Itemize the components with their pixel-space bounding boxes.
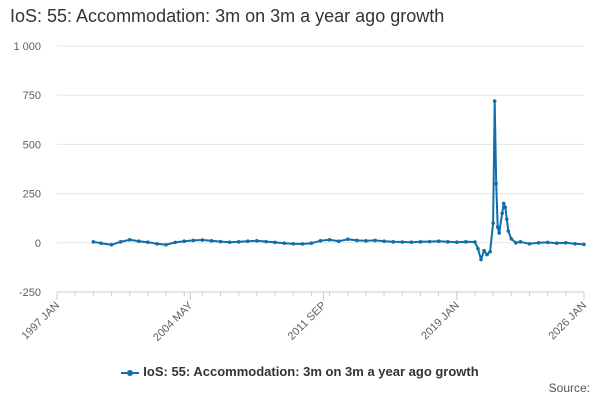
data-point[interactable]: [236, 240, 241, 244]
data-point[interactable]: [246, 239, 250, 244]
data-point[interactable]: [464, 240, 468, 244]
data-point[interactable]: [409, 240, 414, 245]
data-point[interactable]: [564, 241, 568, 245]
legend-swatch: [121, 368, 140, 378]
data-point[interactable]: [491, 221, 495, 225]
source-label: Source:: [548, 381, 590, 395]
data-point[interactable]: [173, 240, 177, 245]
data-point[interactable]: [418, 240, 423, 244]
y-tick-label: 1 000: [13, 41, 41, 53]
data-point[interactable]: [488, 249, 492, 254]
x-tick-label: 2011 SEP: [286, 300, 329, 343]
data-point[interactable]: [427, 239, 432, 244]
y-tick-label: 500: [23, 139, 41, 151]
x-tick-label: 2026 JAN: [546, 300, 589, 343]
data-point[interactable]: [473, 240, 477, 244]
data-point[interactable]: [218, 239, 223, 244]
y-tick-label: 0: [35, 238, 41, 250]
y-tick-label: 250: [23, 189, 41, 201]
data-point[interactable]: [318, 239, 323, 243]
legend[interactable]: IoS: 55: Accommodation: 3m on 3m a year …: [0, 364, 600, 379]
data-point[interactable]: [336, 239, 341, 244]
data-point[interactable]: [545, 240, 550, 245]
data-point[interactable]: [182, 239, 187, 244]
x-axis: 1997 JAN 2004 MAY 2011 SEP 2019 JAN 2026 JAN: [19, 291, 589, 344]
data-point[interactable]: [99, 241, 103, 245]
gridlines: [57, 45, 584, 244]
data-point[interactable]: [300, 242, 305, 246]
data-point[interactable]: [527, 241, 532, 246]
data-point[interactable]: [327, 238, 332, 242]
series-layer: [91, 99, 586, 262]
data-point[interactable]: [501, 201, 506, 206]
data-point[interactable]: [136, 239, 141, 244]
data-point[interactable]: [554, 241, 559, 245]
data-point[interactable]: [500, 211, 505, 216]
data-point[interactable]: [227, 240, 232, 245]
data-point[interactable]: [155, 241, 159, 246]
data-point[interactable]: [345, 237, 350, 242]
data-point[interactable]: [482, 248, 486, 253]
data-point[interactable]: [454, 240, 459, 245]
data-point[interactable]: [291, 241, 296, 246]
data-point[interactable]: [485, 252, 489, 257]
data-point[interactable]: [479, 257, 483, 262]
data-point[interactable]: [191, 238, 196, 243]
data-point[interactable]: [506, 229, 511, 233]
data-point[interactable]: [282, 241, 286, 245]
data-point[interactable]: [118, 240, 123, 244]
data-point[interactable]: [264, 239, 268, 244]
data-point[interactable]: [109, 242, 114, 247]
data-point[interactable]: [127, 238, 132, 242]
data-point[interactable]: [355, 238, 359, 243]
data-point[interactable]: [497, 231, 501, 235]
data-point[interactable]: [509, 237, 514, 241]
chart-title: IoS: 55: Accommodation: 3m on 3m a year …: [10, 6, 445, 26]
data-point[interactable]: [255, 239, 259, 243]
data-point[interactable]: [400, 240, 405, 244]
data-point[interactable]: [91, 240, 96, 244]
data-point[interactable]: [573, 241, 577, 246]
x-tick-label: 1997 JAN: [19, 300, 62, 343]
data-point[interactable]: [494, 181, 498, 186]
data-point[interactable]: [364, 239, 368, 243]
data-point[interactable]: [164, 242, 168, 247]
data-point[interactable]: [476, 246, 480, 251]
data-point[interactable]: [518, 240, 523, 244]
data-point[interactable]: [209, 239, 214, 243]
data-point[interactable]: [273, 240, 277, 245]
data-point[interactable]: [504, 217, 509, 221]
data-point[interactable]: [309, 241, 314, 245]
series-line: [92, 100, 585, 261]
data-point[interactable]: [200, 238, 205, 242]
data-point[interactable]: [436, 239, 441, 244]
legend-label: IoS: 55: Accommodation: 3m on 3m a year …: [143, 364, 479, 379]
y-tick-label: 750: [23, 90, 41, 102]
x-tick-label: 2019 JAN: [419, 300, 462, 343]
data-point[interactable]: [445, 240, 450, 244]
y-tick-label: -250: [19, 287, 41, 299]
data-point[interactable]: [373, 238, 377, 243]
data-point[interactable]: [582, 242, 586, 247]
data-point[interactable]: [391, 240, 395, 244]
data-point[interactable]: [495, 225, 500, 229]
y-axis: -250 0 250 500 750 1 000: [13, 41, 41, 299]
data-point[interactable]: [536, 241, 541, 245]
data-point[interactable]: [382, 239, 386, 244]
data-point[interactable]: [146, 240, 150, 245]
data-point[interactable]: [492, 99, 497, 103]
data-point[interactable]: [514, 241, 518, 245]
data-point[interactable]: [503, 205, 508, 210]
x-tick-label: 2004 MAY: [151, 299, 196, 344]
